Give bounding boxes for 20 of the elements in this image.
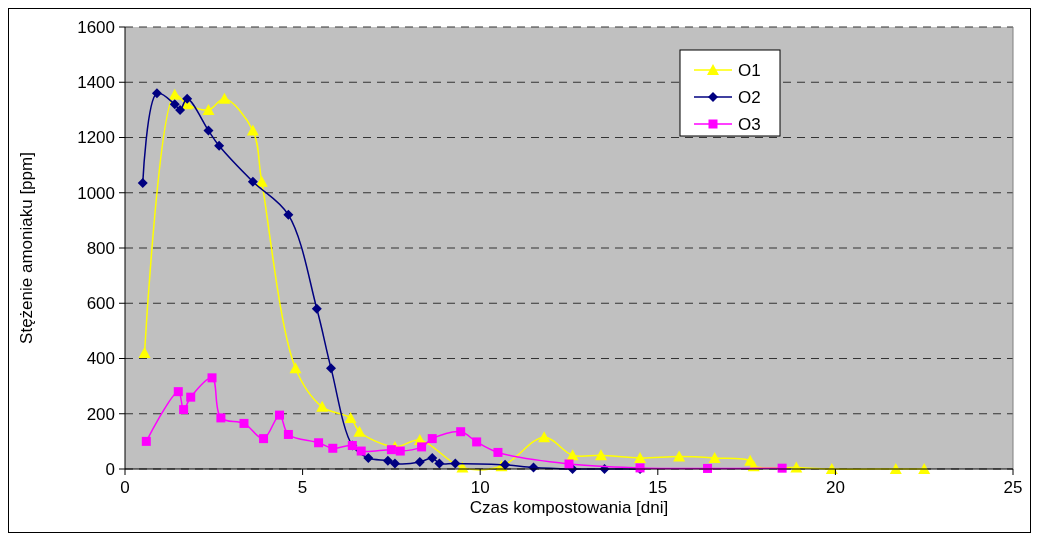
- y-axis-title: Stężenie amoniaku [ppm]: [17, 152, 36, 344]
- y-tick-label: 0: [105, 459, 115, 479]
- y-tick-label: 600: [86, 294, 115, 314]
- legend-label: O2: [738, 87, 761, 107]
- x-axis-title: Czas kompostowania [dni]: [469, 498, 669, 517]
- y-tick-label: 1400: [77, 73, 115, 93]
- y-tick-label: 200: [86, 404, 115, 424]
- y-tick-label: 1200: [77, 128, 115, 148]
- x-tick-label: 25: [1003, 478, 1023, 497]
- x-tick-label: 15: [648, 478, 668, 497]
- x-tick-label: 20: [825, 478, 845, 497]
- y-tick-label: 1600: [77, 17, 115, 37]
- x-tick-label: 5: [297, 478, 308, 497]
- y-tick-label: 400: [86, 349, 115, 369]
- y-tick-label: 1000: [77, 183, 115, 203]
- y-tick-label: 800: [86, 238, 115, 258]
- x-tick-label: 10: [470, 478, 490, 497]
- legend-label: O3: [738, 114, 761, 134]
- legend-label: O1: [738, 60, 761, 80]
- x-tick-label: 0: [120, 478, 130, 497]
